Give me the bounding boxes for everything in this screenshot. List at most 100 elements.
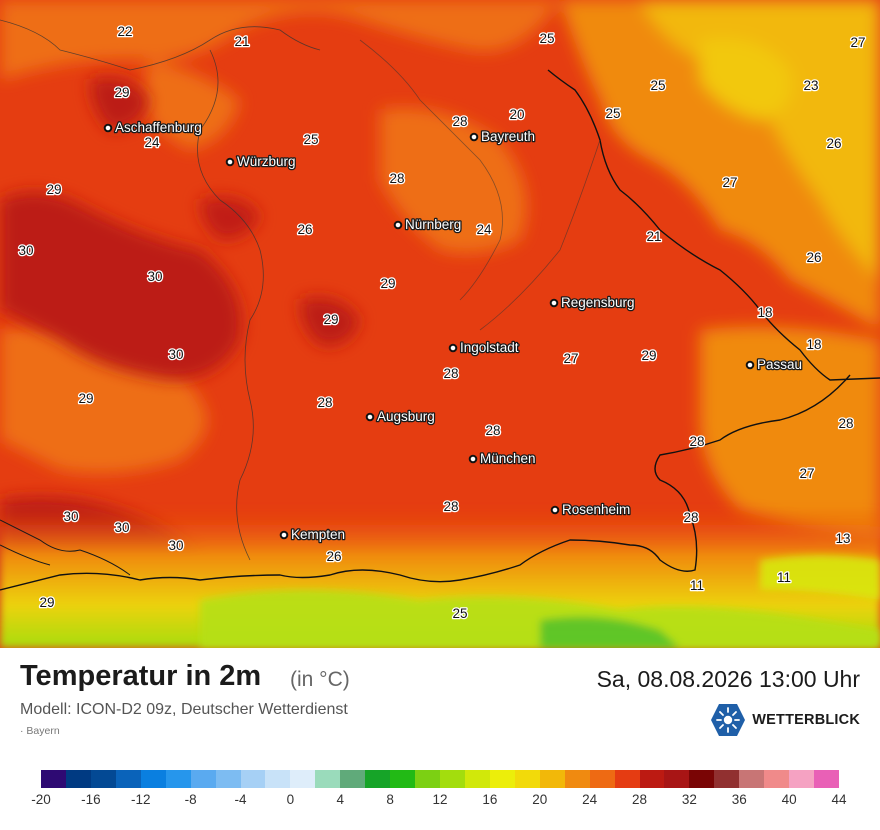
legend-swatch [290,770,316,788]
temperature-value: 25 [539,31,554,46]
legend-swatch [90,770,116,788]
state-border [0,19,321,561]
city-marker[interactable]: Passau [745,356,803,373]
city-label: Bayreuth [481,129,535,144]
temperature-value: 29 [641,348,656,363]
legend-swatch [315,770,341,788]
city-dot-icon [469,132,479,142]
city-marker[interactable]: Aschaffenburg [103,119,203,136]
city-marker[interactable]: Nürnberg [393,216,463,233]
legend-swatch [714,770,740,788]
temperature-value: 13 [835,531,850,546]
legend-swatch [415,770,440,788]
legend-swatch [390,770,416,788]
city-markers: Aschaffenburg Würzburg Bayreuth Nürnberg Reg… [103,119,803,543]
city-marker[interactable]: Ingolstadt [448,339,520,356]
map-title: Temperatur in 2m [20,660,262,692]
legend-swatch [464,770,490,788]
temperature-value: 30 [168,347,183,362]
temperature-value: 29 [78,391,93,406]
temperature-value: 21 [646,229,661,244]
legend-tick-label: 12 [432,792,448,807]
temperature-value: 30 [63,509,78,524]
country-border [0,374,851,591]
city-dot-icon [549,298,559,308]
legend-tick-label: 40 [781,792,797,807]
legend-tick-label: -4 [234,792,247,807]
temperature-value: 25 [650,78,665,93]
temperature-value: 28 [485,423,500,438]
temperature-labels: 22 21 25 27 29 25 23 20 28 25 25 24 26 28 27 29 26 24 21 30… [17,23,867,623]
temperature-value: 28 [452,114,467,129]
legend-tick-label: 36 [731,792,747,807]
legend-tick-label: -20 [31,792,51,807]
legend-swatch [764,770,790,788]
legend-swatch [240,770,266,788]
state-border [359,39,601,331]
legend-swatch [814,770,839,788]
legend-swatch [739,770,765,788]
legend-tick-label: 44 [831,792,847,807]
temperature-value: 24 [476,222,492,237]
region-label: · Bayern [20,725,60,737]
legend-swatch [564,770,590,788]
city-marker[interactable]: Bayreuth [469,128,536,145]
temperature-value: 30 [147,269,162,284]
temperature-value: 23 [803,78,818,93]
map-footer: Temperatur in 2m (in °C) Sa, 08.08.2026 … [0,648,880,830]
legend-swatch [41,770,66,788]
legend-tick-label: -8 [184,792,197,807]
legend-tick-label: -16 [81,792,101,807]
legend-tick-label: 24 [582,792,598,807]
city-label: Würzburg [237,154,296,169]
city-label: Ingolstadt [460,340,519,355]
legend-swatch [190,770,216,788]
city-marker[interactable]: Augsburg [365,408,436,425]
city-marker[interactable]: Kempten [279,526,346,543]
temperature-value: 27 [563,351,578,366]
temperature-value: 29 [323,312,338,327]
legend-swatch [440,770,465,788]
legend-swatch [664,770,690,788]
temperature-value: 26 [826,136,841,151]
unit-label: (in °C) [290,668,350,691]
forecast-datetime: Sa, 08.08.2026 13:00 Uhr [596,666,860,692]
brand-logo[interactable]: WETTERBLICK [710,703,860,737]
temperature-value: 11 [777,570,791,585]
legend-swatch [789,770,815,788]
temperature-value: 30 [18,243,33,258]
temperature-value: 22 [117,24,132,39]
city-label: Augsburg [377,409,435,424]
city-marker[interactable]: München [468,450,537,467]
temperature-field [0,0,880,648]
city-dot-icon [225,157,235,167]
city-label: Passau [757,357,802,372]
city-marker[interactable]: Regensburg [549,294,636,311]
city-marker[interactable]: Würzburg [225,153,297,170]
temperature-value: 28 [389,171,404,186]
temperature-value: 28 [443,366,458,381]
city-dot-icon [550,505,560,515]
city-label: Aschaffenburg [115,120,202,135]
legend-ticks: -20 -16 -12 -8 -4 0 4 8 12 16 20 24 28 32 36 40 44 [31,792,846,808]
city-label: Rosenheim [562,502,630,517]
legend-swatch [539,770,565,788]
temperature-value: 18 [806,337,821,352]
temperature-value: 27 [722,175,737,190]
color-legend [41,770,839,788]
city-marker[interactable]: Rosenheim [550,501,632,518]
temperature-value: 29 [46,182,61,197]
sun-snowflake-hexagon-icon [711,704,746,736]
temperature-map[interactable]: Aschaffenburg Würzburg Bayreuth Nürnberg Reg… [0,0,880,648]
temperature-value: 26 [806,250,821,265]
legend-swatch [140,770,166,788]
temperature-value: 29 [114,85,129,100]
temperature-value: 28 [443,499,458,514]
temperature-value: 28 [838,416,853,431]
city-label: Kempten [291,527,345,542]
temperature-value: 26 [297,222,312,237]
legend-swatch [265,770,291,788]
legend-swatch [365,770,391,788]
city-dot-icon [745,360,755,370]
temperature-value: 28 [683,510,698,525]
